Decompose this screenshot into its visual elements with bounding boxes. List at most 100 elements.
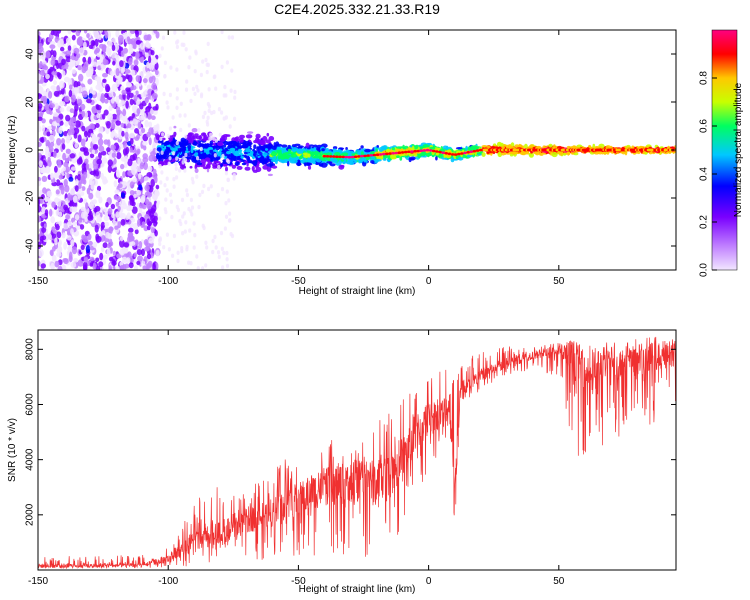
heatmap-cell: [229, 88, 233, 93]
colorbar-tick-label: 0.6: [699, 119, 710, 133]
heatmap-cell: [175, 105, 179, 111]
heatmap-cell: [98, 145, 105, 152]
heatmap-cell: [230, 35, 235, 40]
heatmap-ridge: [432, 149, 436, 153]
heatmap-cell: [78, 218, 83, 223]
heatmap-cell: [67, 246, 73, 251]
heatmap-cell: [54, 102, 59, 110]
heatmap-cell: [179, 127, 183, 133]
heatmap-cell: [95, 84, 102, 90]
heatmap-cell: [145, 245, 150, 251]
heatmap-cell: [119, 236, 124, 242]
heatmap-cell: [120, 37, 124, 43]
heatmap-cell: [199, 146, 203, 152]
heatmap-cell: [175, 204, 179, 210]
heatmap-cell: [289, 159, 296, 162]
heatmap-cell: [119, 248, 125, 256]
heatmap-cell: [38, 248, 44, 257]
heatmap-cell: [45, 50, 51, 59]
heatmap-cell: [128, 262, 134, 269]
heatmap-cell: [224, 171, 228, 176]
heatmap-cell: [63, 204, 68, 211]
heatmap-ridge: [441, 151, 446, 154]
heatmap-cell: [80, 103, 86, 111]
heatmap-cell: [48, 260, 54, 268]
heatmap-ridge: [388, 152, 392, 155]
heatmap-cell: [141, 127, 146, 134]
heatmap-ridge: [457, 152, 461, 156]
heatmap-cell: [47, 156, 51, 163]
heatmap-cell: [161, 35, 166, 40]
heatmap-cell: [162, 161, 169, 166]
heatmap-cell: [146, 61, 150, 69]
heatmap-cell: [65, 50, 72, 56]
heatmap-cell: [65, 148, 71, 155]
heatmap-cell: [206, 115, 210, 121]
heatmap-cell: [45, 165, 51, 174]
heatmap-cell: [38, 260, 41, 267]
heatmap-cell: [172, 233, 176, 239]
heatmap-cell: [174, 166, 178, 171]
heatmap-cell: [96, 158, 102, 165]
heatmap-cell: [128, 57, 133, 65]
heatmap-cell: [156, 147, 162, 152]
heatmap-cell: [138, 172, 142, 180]
heatmap-cell: [43, 223, 47, 229]
heatmap-cell: [209, 184, 213, 189]
heatmap-cell: [266, 132, 270, 137]
heatmap-cell: [227, 155, 232, 158]
heatmap-cell: [158, 164, 162, 169]
heatmap-cell: [121, 89, 127, 95]
heatmap-cell: [74, 120, 81, 128]
heatmap-cell: [137, 121, 142, 129]
heatmap-cell: [40, 51, 46, 60]
heatmap-cell: [88, 66, 94, 73]
heatmap-cell: [220, 64, 224, 70]
heatmap-cell: [135, 75, 141, 83]
heatmap-cell: [38, 93, 42, 100]
y-tick-label: 4000: [25, 448, 36, 471]
heatmap-cell: [99, 95, 105, 102]
heatmap-cell: [197, 149, 201, 155]
heatmap-ridge: [328, 155, 333, 158]
chart-title: C2E4.2025.332.21.33.R19: [274, 1, 440, 17]
heatmap-cell: [121, 130, 125, 137]
heatmap-cell: [146, 192, 153, 198]
heatmap-cell: [291, 147, 299, 152]
heatmap-ridge: [397, 151, 402, 154]
heatmap-cell: [105, 201, 109, 208]
heatmap-ridge: [400, 151, 405, 154]
heatmap-cell: [157, 200, 161, 205]
heatmap-cell: [111, 260, 117, 266]
heatmap-cell: [184, 220, 188, 225]
heatmap-cell: [69, 128, 75, 135]
heatmap-cell: [127, 232, 134, 240]
heatmap-cell: [53, 171, 59, 179]
heatmap-cell: [88, 128, 94, 134]
heatmap-cell: [128, 132, 135, 139]
heatmap-cell: [106, 147, 111, 153]
heatmap-cell: [47, 37, 52, 43]
heatmap-cell: [216, 250, 221, 255]
heatmap-cell: [152, 262, 156, 270]
heatmap-cell: [147, 221, 152, 227]
heatmap-cell: [129, 181, 135, 189]
heatmap-cell: [92, 144, 99, 150]
heatmap-cell: [186, 156, 192, 160]
heatmap-cell: [171, 140, 176, 144]
heatmap-cell: [87, 78, 93, 85]
heatmap-cell: [190, 212, 194, 217]
heatmap-cell: [231, 149, 234, 153]
heatmap-cell: [57, 30, 62, 34]
heatmap-cell: [138, 184, 143, 191]
heatmap-cell: [164, 197, 168, 202]
heatmap-ridge: [341, 155, 346, 159]
heatmap-cell: [203, 136, 207, 140]
heatmap-cell: [120, 163, 125, 170]
heatmap-cell: [160, 46, 164, 51]
heatmap-cell: [265, 148, 268, 151]
heatmap-cell: [287, 148, 292, 152]
heatmap-cell: [128, 205, 133, 211]
heatmap-cell: [55, 209, 59, 217]
heatmap-ridge: [338, 155, 342, 159]
